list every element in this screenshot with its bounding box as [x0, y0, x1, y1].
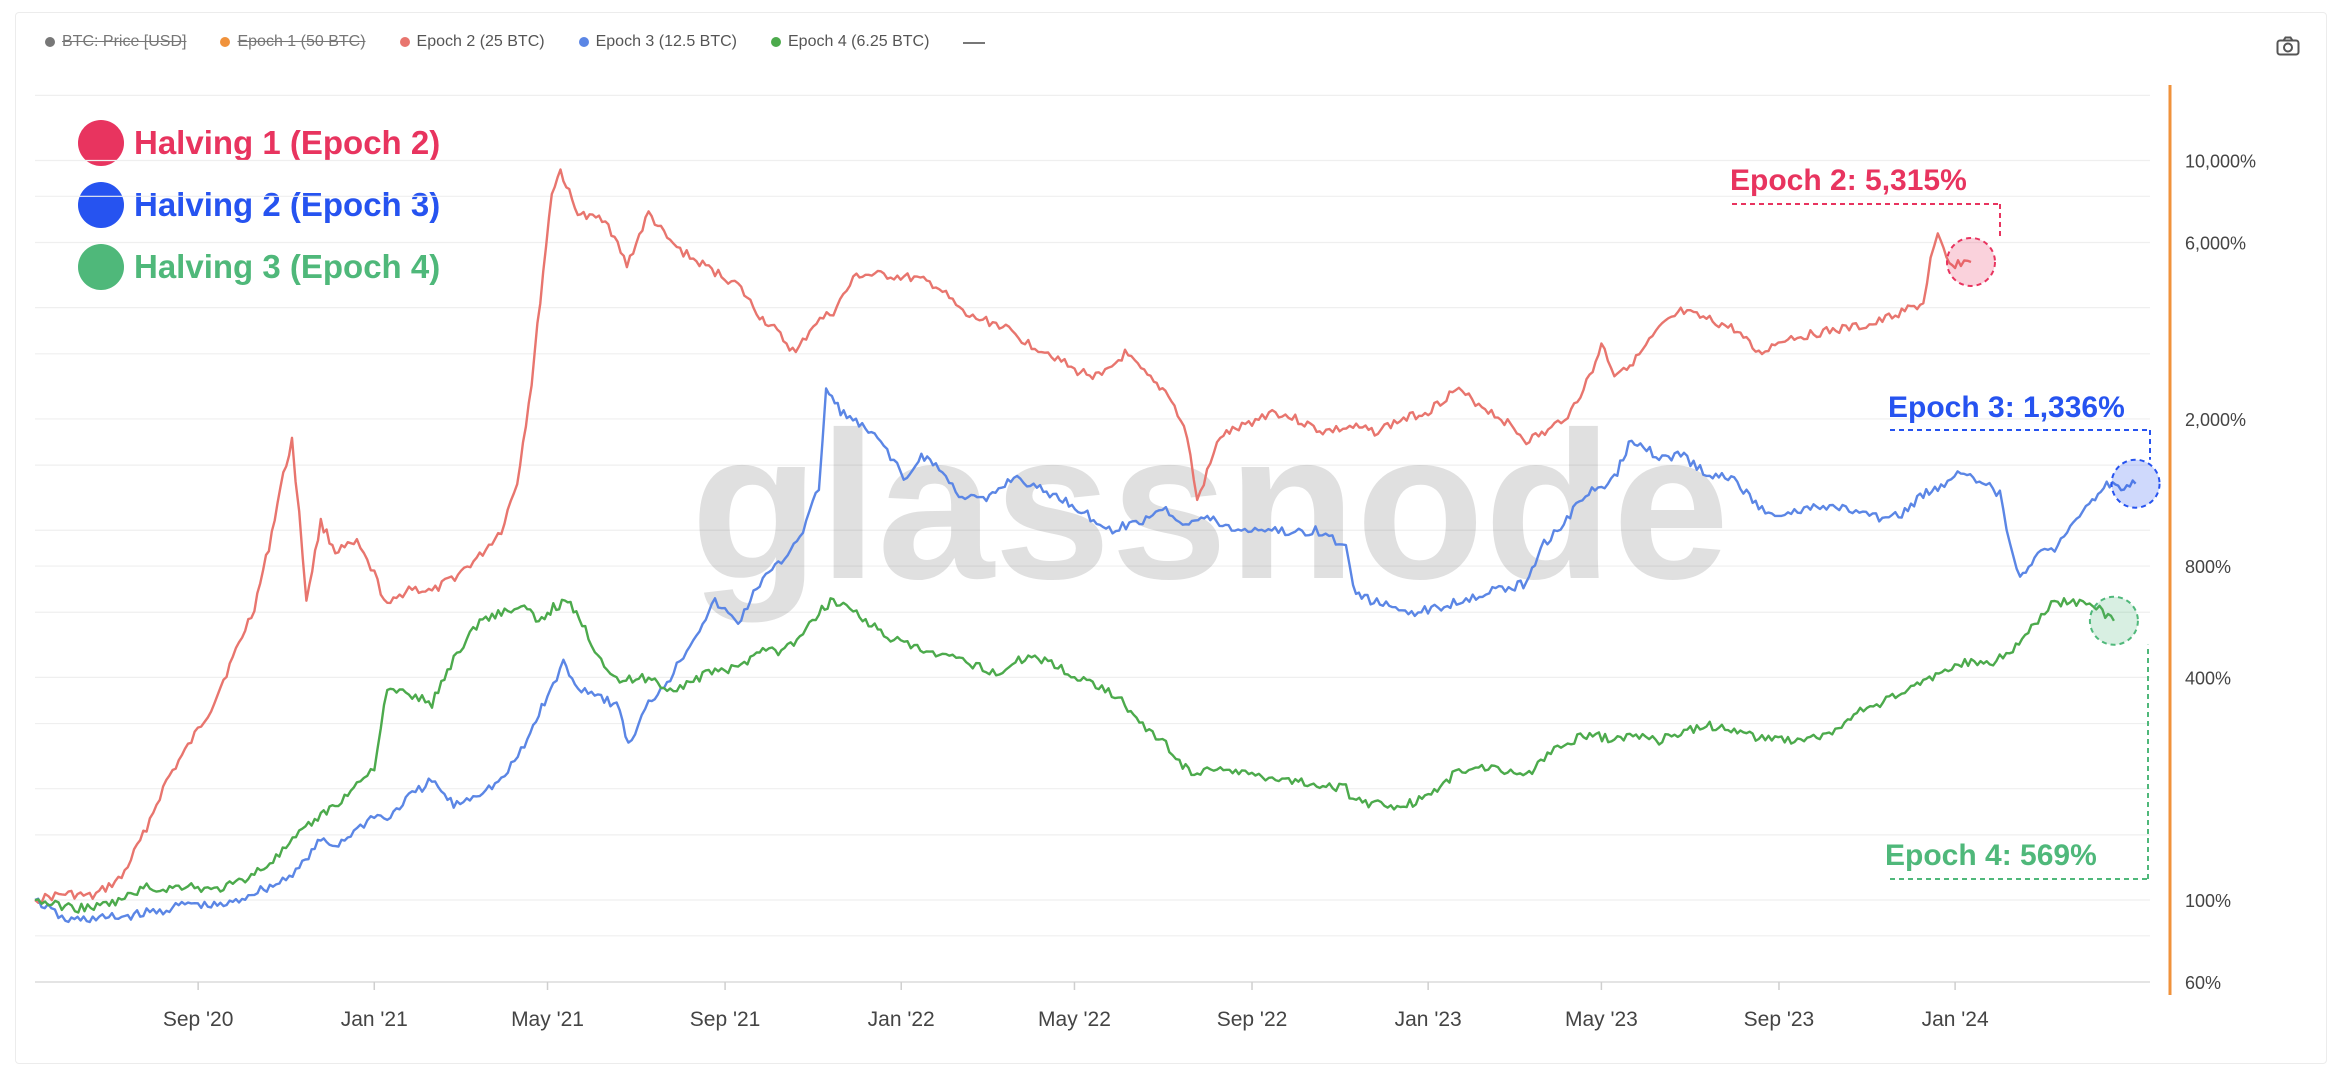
legend-label-epoch-3: Epoch 3 (12.5 BTC)	[595, 33, 737, 50]
highlight-circle-epoch-4	[2088, 595, 2139, 646]
halving-2-label: Halving 2 (Epoch 3)	[134, 186, 441, 223]
x-tick-label: Jan '24	[1922, 1008, 1989, 1031]
annotation-label-epoch-2: Epoch 2: 5,315%	[1730, 164, 1967, 197]
halving-3-label: Halving 3 (Epoch 4)	[134, 248, 441, 285]
series-line-epoch-3	[34, 387, 2137, 924]
legend-item-btc-price[interactable]: BTC: Price [USD]	[45, 33, 186, 51]
halving-item-1: Halving 1 (Epoch 2)	[78, 112, 440, 174]
halving-1-dot	[78, 120, 124, 166]
halving-item-2: Halving 2 (Epoch 3)	[78, 174, 440, 236]
legend-label-epoch-1: Epoch 1 (50 BTC)	[237, 33, 366, 50]
legend-dot-epoch-2	[399, 37, 410, 47]
highlight-circle-epoch-3	[2110, 458, 2161, 509]
x-tick-label: Jan '21	[341, 1008, 408, 1031]
x-tick-label: May '23	[1565, 1008, 1638, 1031]
x-tick-label: Sep '22	[1217, 1008, 1288, 1031]
annotation-label-epoch-4: Epoch 4: 569%	[1885, 839, 2097, 872]
y-tick-label: 100%	[2185, 891, 2231, 911]
halving-legend: Halving 1 (Epoch 2) Halving 2 (Epoch 3) …	[78, 112, 440, 298]
dash-icon	[963, 42, 986, 44]
legend-label-epoch-4: Epoch 4 (6.25 BTC)	[788, 33, 930, 50]
y-tick-label: 10,000%	[2185, 151, 2256, 171]
series-line-epoch-4	[34, 597, 2115, 914]
legend-label-epoch-2: Epoch 2 (25 BTC)	[416, 33, 545, 50]
halving-2-dot	[78, 182, 124, 228]
x-tick-label: May '21	[511, 1008, 584, 1031]
legend-item-epoch-2[interactable]: Epoch 2 (25 BTC)	[399, 33, 545, 51]
x-tick-label: Jan '23	[1395, 1008, 1462, 1031]
legend-item-epoch-4[interactable]: Epoch 4 (6.25 BTC)	[771, 33, 929, 51]
y-tick-label: 6,000%	[2185, 234, 2246, 254]
legend-label-btc-price: BTC: Price [USD]	[62, 33, 187, 50]
annotation-label-epoch-3: Epoch 3: 1,336%	[1888, 391, 2125, 424]
y-tick-label: 2,000%	[2185, 410, 2246, 430]
y-tick-label: 400%	[2185, 668, 2231, 688]
legend-dot-epoch-4	[771, 37, 781, 47]
halving-3-dot	[78, 244, 124, 290]
x-tick-label: May '22	[1038, 1008, 1111, 1031]
chart-card	[15, 12, 2327, 1064]
x-tick-label: Sep '20	[163, 1008, 234, 1031]
series-line-epoch-2	[34, 168, 1972, 904]
legend-dot-epoch-1	[220, 37, 231, 47]
highlight-circle-epoch-2	[1945, 236, 1996, 287]
legend-dot-epoch-3	[578, 37, 589, 47]
series-legend: BTC: Price [USD] Epoch 1 (50 BTC) Epoch …	[45, 30, 986, 54]
legend-item-epoch-3[interactable]: Epoch 3 (12.5 BTC)	[578, 33, 737, 51]
x-tick-label: Jan '22	[868, 1008, 935, 1031]
legend-item-epoch-1[interactable]: Epoch 1 (50 BTC)	[220, 33, 366, 51]
x-tick-label: Sep '23	[1744, 1008, 1815, 1031]
camera-icon[interactable]	[2276, 36, 2300, 56]
x-tick-label: Sep '21	[690, 1008, 761, 1031]
y-tick-label: 60%	[2185, 973, 2221, 993]
legend-dot-btc-price	[45, 37, 55, 47]
halving-item-3: Halving 3 (Epoch 4)	[78, 236, 440, 298]
halving-1-label: Halving 1 (Epoch 2)	[134, 124, 441, 161]
legend-more-toggle[interactable]	[963, 40, 986, 44]
y-tick-label: 800%	[2185, 557, 2231, 577]
